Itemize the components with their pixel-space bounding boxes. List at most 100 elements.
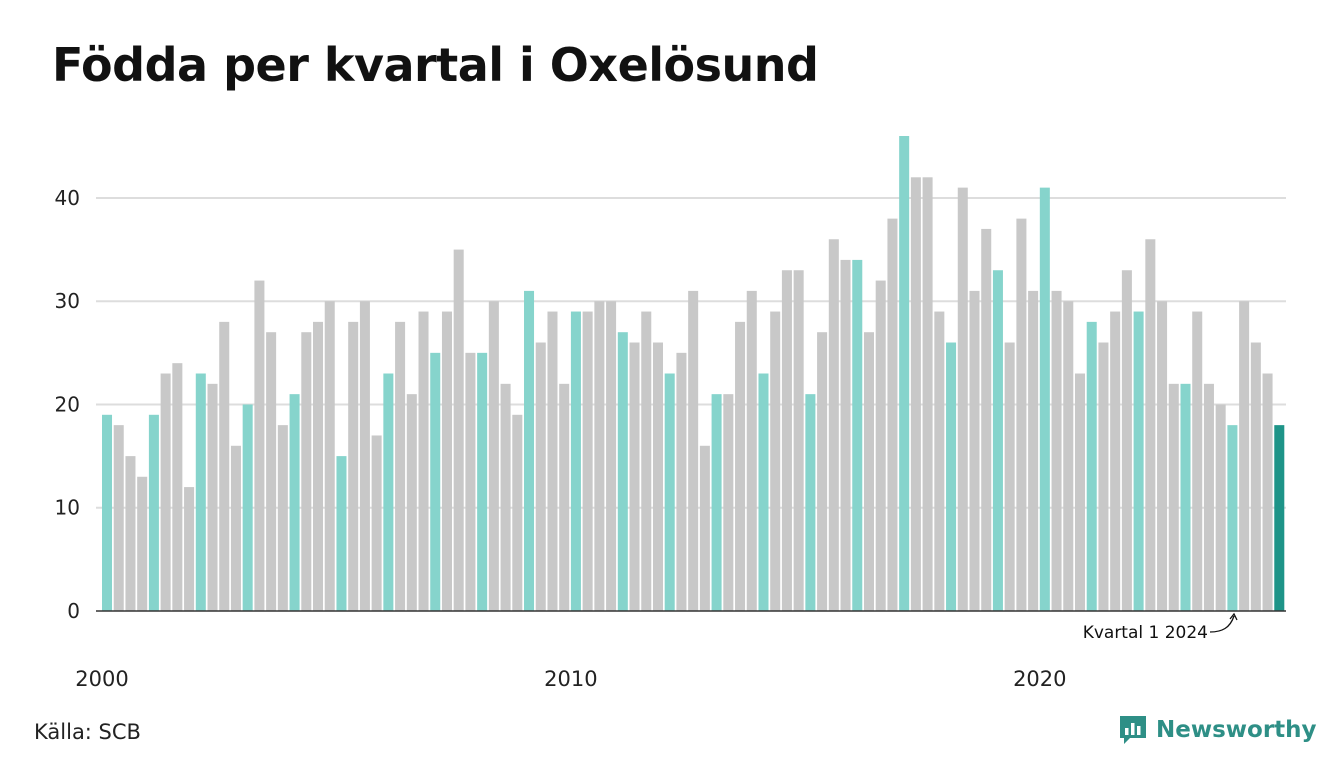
bar (559, 383, 570, 611)
bar (266, 332, 277, 611)
bar (758, 373, 769, 611)
bar (793, 270, 804, 611)
annotation-label: Kvartal 1 2024 (1083, 623, 1208, 643)
bar (817, 332, 828, 611)
bar (500, 383, 511, 611)
bar (1121, 270, 1132, 611)
bar (1086, 321, 1097, 611)
bar-chart-logo-icon (1120, 716, 1146, 744)
bar (582, 311, 593, 611)
bar (1051, 290, 1062, 611)
bar (652, 342, 663, 611)
bar (875, 280, 886, 611)
bar (371, 435, 382, 611)
x-tick-label: 2010 (544, 667, 597, 691)
bar (664, 373, 675, 611)
bar (934, 311, 945, 611)
bar (969, 290, 980, 611)
bar (1028, 290, 1039, 611)
bar (441, 311, 452, 611)
bar (570, 311, 581, 611)
bar (313, 321, 324, 611)
brand-logo: Newsworthy (1118, 714, 1317, 746)
bar (160, 373, 171, 611)
bar (852, 259, 863, 611)
bar (735, 321, 746, 611)
bar (781, 270, 792, 611)
bar (301, 332, 312, 611)
bar (1016, 218, 1027, 612)
bar (1074, 373, 1086, 611)
bar (617, 332, 628, 611)
bar (1063, 301, 1074, 611)
bars (102, 136, 1285, 612)
bar (219, 321, 230, 611)
bar (477, 352, 488, 611)
bar (887, 218, 898, 612)
x-axis-ticks: 2000 2010 2020 (75, 667, 1066, 691)
bar (512, 414, 523, 611)
bar (606, 301, 617, 611)
bar (465, 352, 476, 611)
bar (137, 476, 148, 611)
bar (184, 487, 195, 611)
bar (289, 394, 300, 611)
bar (348, 321, 359, 611)
bar (1274, 425, 1285, 611)
bar (535, 342, 546, 611)
y-tick-label: 10 (55, 496, 80, 520)
bar (254, 280, 265, 611)
bar (957, 187, 968, 611)
bar (1110, 311, 1121, 611)
source-label: Källa: SCB (34, 720, 141, 744)
y-tick-label: 0 (67, 599, 80, 623)
bar (430, 352, 441, 611)
bar (359, 301, 370, 611)
bar (1215, 404, 1226, 611)
bar (1239, 301, 1250, 611)
bar (195, 373, 206, 611)
bar (899, 136, 910, 611)
bar (1168, 383, 1179, 611)
annotation: Kvartal 1 2024 (1083, 612, 1238, 643)
bar (230, 445, 241, 611)
bar (1157, 301, 1168, 611)
bar (453, 249, 464, 611)
bar (746, 290, 757, 611)
bar (406, 394, 417, 611)
bar (207, 383, 218, 611)
bar (1098, 342, 1109, 611)
bar (1039, 187, 1050, 611)
bar (125, 456, 136, 611)
bar (805, 394, 816, 611)
y-tick-label: 30 (55, 289, 80, 313)
x-tick-label: 2020 (1013, 667, 1066, 691)
bar (418, 311, 429, 611)
bar (1180, 383, 1191, 611)
bar (1133, 311, 1144, 611)
bar (863, 332, 874, 611)
bar (1145, 239, 1156, 611)
y-tick-label: 20 (55, 392, 80, 416)
bar (488, 301, 499, 611)
bar (242, 404, 253, 611)
bar (277, 425, 288, 611)
y-tick-label: 40 (55, 186, 80, 210)
bar (699, 445, 710, 611)
bar (102, 414, 113, 611)
bar (547, 311, 558, 611)
bar (676, 352, 687, 611)
bar (524, 290, 535, 611)
bar (723, 394, 734, 611)
bar (641, 311, 652, 611)
bar (910, 177, 921, 612)
bar (840, 259, 851, 611)
bar (828, 239, 839, 611)
bar (324, 301, 335, 611)
bar (594, 301, 605, 611)
bar (992, 270, 1003, 611)
bar (981, 228, 992, 611)
bar (1192, 311, 1203, 611)
bar (711, 394, 722, 611)
bar (922, 177, 933, 612)
